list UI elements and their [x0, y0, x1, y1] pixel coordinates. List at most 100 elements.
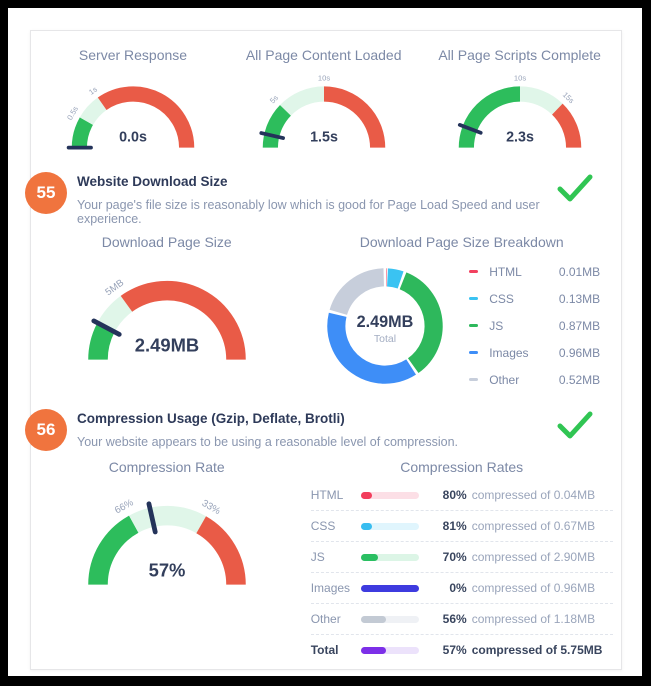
compression-row: CSS 81% compressed of 0.67MB [310, 511, 613, 542]
compression-rate-gauge-chart: 66% 33% 57% [87, 497, 246, 586]
compression-bar [360, 646, 419, 654]
compression-percent: 81% [442, 519, 467, 533]
legend-swatch-icon [469, 378, 479, 381]
legend-value: 0.13MB [558, 291, 601, 306]
compression-bar [360, 491, 419, 499]
compression-row-label: Total [310, 643, 339, 657]
compression-percent: 0% [449, 581, 467, 595]
legend-item: HTML 0.01MB [469, 258, 600, 285]
section-header: 56 Compression Usage (Gzip, Deflate, Bro… [25, 409, 621, 451]
legend-label: HTML [489, 264, 522, 279]
compression-rate-block: Compression Rate 66% 33% 57% [31, 459, 302, 665]
section-number-badge: 56 [25, 409, 67, 451]
legend-label: JS [489, 318, 504, 333]
gauge-title: Download Page Size [101, 234, 232, 250]
svg-text:2.3s: 2.3s [506, 129, 534, 145]
download-size-charts-row: Download Page Size 5MB 2.49MB Download Pa… [31, 234, 621, 393]
svg-text:15s: 15s [561, 90, 576, 105]
compression-charts-row: Compression Rate 66% 33% 57% Compression R… [31, 459, 621, 665]
compression-bar-fill [360, 615, 387, 623]
section-title: Compression Usage (Gzip, Deflate, Brotli… [77, 411, 345, 426]
legend-item: Other 0.52MB [469, 366, 600, 393]
compression-row-label: Other [310, 612, 341, 626]
compression-percent: 70% [442, 550, 467, 564]
legend-value: 0.52MB [558, 372, 601, 387]
scripts-complete-gauge-chart: 10s 15s 2.3s [457, 74, 581, 149]
compression-bar-fill [360, 491, 373, 499]
compression-suffix: compressed of 1.18MB [471, 612, 596, 626]
compression-row-text: 80% compressed of 0.04MB [431, 488, 613, 502]
content-loaded-gauge: All Page Content Loaded 5s 10s 1.5s [246, 47, 402, 156]
compression-row-text: 0% compressed of 0.96MB [431, 581, 613, 595]
compression-rates-list: HTML 80% compressed of 0.04MB CSS 81% compres… [310, 480, 613, 665]
gauge-title: All Page Scripts Complete [438, 47, 601, 63]
content-loaded-gauge-chart: 5s 10s 1.5s [259, 74, 385, 149]
size-breakdown-donut-chart: 2.49MB Total [327, 267, 443, 384]
scripts-complete-gauge: All Page Scripts Complete 10s 15s 2.3s [438, 47, 601, 156]
legend-label: Images [489, 345, 529, 360]
compression-row: Other 56% compressed of 1.18MB [310, 604, 613, 635]
compression-suffix: compressed of 0.96MB [471, 581, 596, 595]
compression-bar [360, 553, 419, 561]
legend-item: Images 0.96MB [469, 339, 600, 366]
compression-bar-fill [360, 522, 372, 530]
svg-text:10s: 10s [318, 74, 330, 83]
svg-text:10s: 10s [514, 74, 526, 83]
compression-suffix: compressed of 5.75MB [471, 643, 603, 657]
compression-row-label: JS [310, 550, 325, 564]
section-header: 55 Website Download Size Your page's fil… [25, 172, 621, 226]
legend-label: Other [489, 372, 520, 387]
check-icon [557, 411, 593, 439]
compression-bar-fill [360, 553, 379, 561]
compression-percent: 56% [442, 612, 467, 626]
compression-row: Total 57% compressed of 5.75MB [311, 635, 613, 665]
svg-text:0.0s: 0.0s [119, 129, 147, 145]
compression-row: Images 0% compressed of 0.96MB [310, 573, 613, 604]
compression-bar [360, 615, 419, 623]
compression-suffix: compressed of 0.04MB [471, 488, 596, 502]
compression-row-text: 70% compressed of 2.90MB [431, 550, 613, 564]
svg-text:2.49MB: 2.49MB [134, 335, 198, 356]
gauge-title: Server Response [78, 47, 188, 63]
breakdown-body: 2.49MB Total HTML 0.01MB CSS 0.13MB JS 0.87MB I… [323, 258, 600, 393]
server-response-gauge: Server Response 0.5s 1s 0.0s [57, 47, 209, 156]
compression-percent: 57% [442, 643, 467, 657]
section-title: Website Download Size [77, 174, 228, 189]
compression-row-text: 81% compressed of 0.67MB [431, 519, 613, 533]
timing-gauges-row: Server Response 0.5s 1s 0.0s All Page Cont… [31, 31, 621, 156]
section-website-download-size: 55 Website Download Size Your page's fil… [25, 172, 621, 393]
section-number-badge: 55 [25, 172, 67, 214]
section-compression-usage: 56 Compression Usage (Gzip, Deflate, Bro… [25, 409, 621, 665]
svg-text:Total: Total [374, 334, 396, 345]
svg-text:1s: 1s [87, 85, 99, 97]
svg-text:66%: 66% [113, 497, 136, 516]
legend-item: JS 0.87MB [469, 312, 600, 339]
compression-bar [360, 522, 419, 530]
compression-row-text: 56% compressed of 1.18MB [431, 612, 613, 626]
section-description: Your website appears to be using a reaso… [77, 435, 459, 449]
section-description: Your page's file size is reasonably low … [77, 198, 540, 226]
svg-text:0.5s: 0.5s [65, 105, 80, 122]
compression-bar-fill [360, 646, 386, 654]
server-response-gauge-chart: 0.5s 1s 0.0s [65, 85, 195, 150]
check-icon [557, 174, 593, 202]
report-card: Server Response 0.5s 1s 0.0s All Page Cont… [25, 30, 622, 670]
svg-text:1.5s: 1.5s [310, 129, 338, 145]
legend-value: 0.87MB [558, 318, 601, 333]
compression-row-label: HTML [310, 488, 344, 502]
gauge-title: All Page Content Loaded [245, 47, 402, 63]
bars-title: Compression Rates [400, 459, 524, 475]
svg-text:5s: 5s [268, 93, 280, 105]
legend-item: CSS 0.13MB [469, 285, 600, 312]
report-page: Server Response 0.5s 1s 0.0s All Page Cont… [8, 8, 642, 676]
compression-suffix: compressed of 0.67MB [471, 519, 596, 533]
compression-row: JS 70% compressed of 2.90MB [310, 542, 613, 573]
legend-label: CSS [489, 291, 514, 306]
svg-text:33%: 33% [199, 498, 222, 517]
compression-bar [360, 584, 419, 592]
size-breakdown-block: Download Page Size Breakdown 2.49MB Total… [302, 234, 621, 393]
svg-text:57%: 57% [148, 560, 185, 581]
compression-percent: 80% [442, 488, 467, 502]
gauge-title: Compression Rate [108, 459, 225, 475]
